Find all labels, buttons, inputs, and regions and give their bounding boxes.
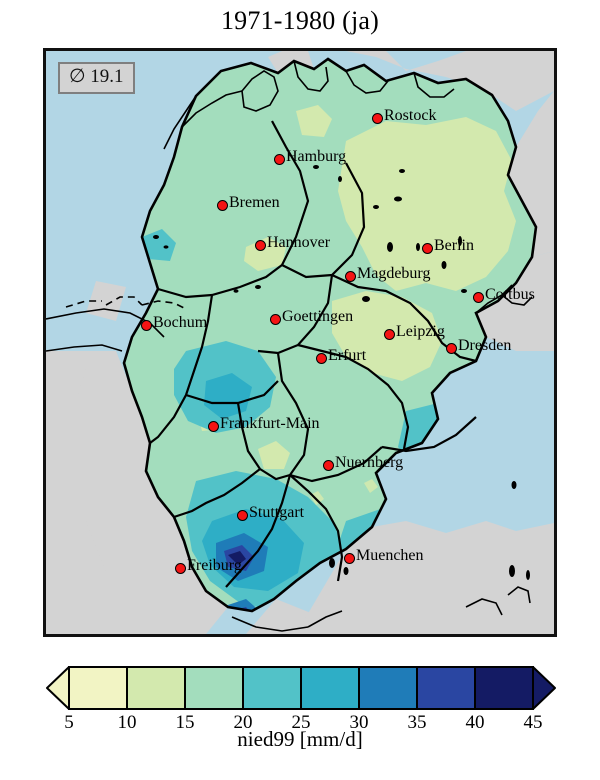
colorbar-band-0	[68, 666, 128, 710]
city-label: Nuernberg	[335, 454, 404, 471]
colorbar-tick-25: 25	[291, 712, 311, 733]
colorbar-tick-5: 5	[64, 712, 74, 733]
city-label: Goettingen	[282, 308, 354, 325]
colorbar-tick-20: 20	[233, 712, 253, 733]
colorbar-swatches	[46, 666, 556, 710]
colorbar-over-arrow	[532, 666, 556, 710]
city-label: Dresden	[458, 337, 512, 354]
city-dot-icon	[140, 319, 152, 331]
colorbar-tick-35: 35	[407, 712, 427, 733]
city-dot-icon	[236, 509, 248, 521]
colorbar: 5 10 15 20 25 30 35 40 45	[0, 660, 600, 780]
colorbar-band-6	[416, 666, 476, 710]
city-dot-icon	[344, 270, 356, 282]
city-label: Stuttgart	[249, 504, 305, 521]
city-label: Bochum	[153, 314, 208, 331]
colorbar-band-7	[474, 666, 534, 710]
colorbar-band-3	[242, 666, 302, 710]
germany-precipitation-map	[46, 51, 554, 634]
city-label: Erfurt	[328, 347, 367, 364]
colorbar-under-arrow	[46, 666, 70, 710]
city-dot-icon	[383, 328, 395, 340]
page-title: 1971-1980 (ja)	[220, 6, 380, 35]
map-speckles	[153, 165, 530, 580]
city-dot-icon	[472, 291, 484, 303]
city-label: Leipzig	[396, 323, 445, 340]
map-plot-area: Rostock Hamburg Bremen Hannover Berlin Magdeb…	[43, 48, 557, 637]
colorbar-tick-45: 45	[523, 712, 543, 733]
city-dot-icon	[421, 242, 433, 254]
city-dot-icon	[216, 199, 228, 211]
colorbar-tick-40: 40	[465, 712, 485, 733]
city-label: Magdeburg	[357, 265, 431, 282]
colorbar-axis-label: nied99 [mm/d]	[237, 727, 363, 751]
city-label: Hamburg	[286, 148, 347, 165]
city-label: Frankfurt-Main	[220, 415, 320, 432]
coastline-details	[46, 60, 533, 632]
colorbar-tick-10: 10	[117, 712, 137, 733]
city-label: Cottbus	[485, 286, 535, 303]
colorbar-band-2	[184, 666, 244, 710]
city-dot-icon	[207, 420, 219, 432]
city-dot-icon	[343, 552, 355, 564]
city-label: Rostock	[384, 107, 437, 124]
city-label: Hannover	[267, 234, 331, 251]
colorbar-tick-15: 15	[175, 712, 195, 733]
city-label: Freiburg	[187, 557, 242, 574]
city-dot-icon	[174, 562, 186, 574]
colorbar-band-5	[358, 666, 418, 710]
city-dot-icon	[269, 313, 281, 325]
germany-national-border	[122, 57, 538, 613]
city-dot-icon	[273, 153, 285, 165]
city-dot-icon	[254, 239, 266, 251]
city-dot-icon	[315, 352, 327, 364]
colorbar-tick-30: 30	[349, 712, 369, 733]
colorbar-band-4	[300, 666, 360, 710]
city-label: Bremen	[229, 194, 280, 211]
city-dot-icon	[445, 342, 457, 354]
domain-mean-badge: ∅ 19.1	[58, 62, 135, 94]
city-dot-icon	[371, 112, 383, 124]
colorbar-band-1	[126, 666, 186, 710]
city-dot-icon	[322, 459, 334, 471]
city-label: Berlin	[434, 237, 474, 254]
state-borders	[149, 120, 477, 588]
city-label: Muenchen	[356, 547, 424, 564]
